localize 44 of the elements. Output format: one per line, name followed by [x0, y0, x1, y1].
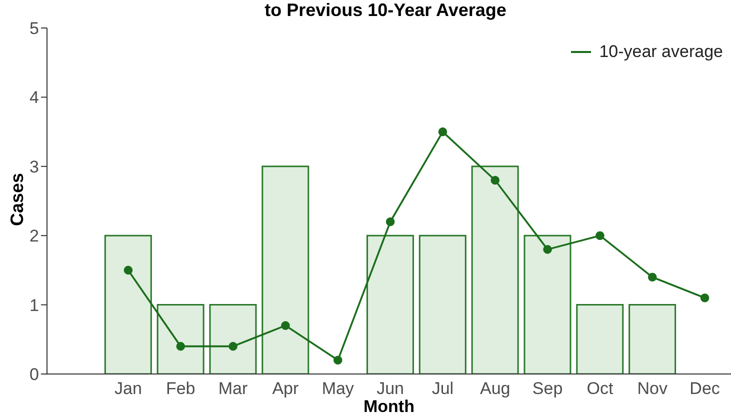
point — [700, 293, 710, 302]
y-tick-label: 2 — [30, 226, 39, 246]
y-tick-label: 4 — [30, 88, 39, 108]
bar — [104, 234, 152, 374]
x-tick-label: May — [322, 379, 354, 398]
bar — [628, 304, 676, 374]
x-tick-label: Jul — [432, 379, 454, 398]
x-tick-label: Oct — [586, 379, 614, 398]
bar — [576, 304, 624, 374]
x-axis-title: Month — [362, 397, 416, 417]
bar — [209, 304, 257, 374]
y-tick-label: 3 — [30, 157, 39, 176]
bar — [524, 234, 572, 374]
y-tick-label: 1 — [30, 296, 39, 315]
bar — [262, 166, 310, 374]
point — [490, 176, 500, 185]
x-tick-label: Apr — [272, 379, 300, 398]
y-tick-label: 0 — [30, 365, 39, 384]
x-tick-label: Aug — [480, 379, 510, 398]
x-tick-label: Jan — [114, 379, 142, 398]
bar — [156, 304, 204, 374]
point — [124, 266, 133, 275]
bar — [366, 234, 414, 374]
point — [228, 342, 238, 351]
y-tick-label: 5 — [30, 19, 39, 38]
x-tick-label: Nov — [637, 379, 668, 398]
point — [648, 272, 657, 282]
point — [543, 245, 552, 254]
x-tick-label: Sep — [532, 379, 563, 398]
x-tick-label: Dec — [690, 379, 720, 398]
x-tick-label: Jun — [376, 379, 404, 398]
x-tick-label: Feb — [166, 379, 196, 398]
y-axis-title: Cases — [8, 172, 28, 226]
point — [281, 321, 290, 330]
x-tick-label: Mar — [218, 379, 248, 398]
point — [333, 356, 342, 365]
bar — [471, 166, 519, 374]
point — [386, 217, 395, 226]
legend-label: 10-year average — [599, 42, 723, 62]
point — [438, 127, 448, 136]
bar — [418, 234, 466, 374]
point — [176, 342, 186, 351]
point — [596, 231, 604, 240]
chart-title: to Previous 10-Year Average — [264, 0, 508, 21]
